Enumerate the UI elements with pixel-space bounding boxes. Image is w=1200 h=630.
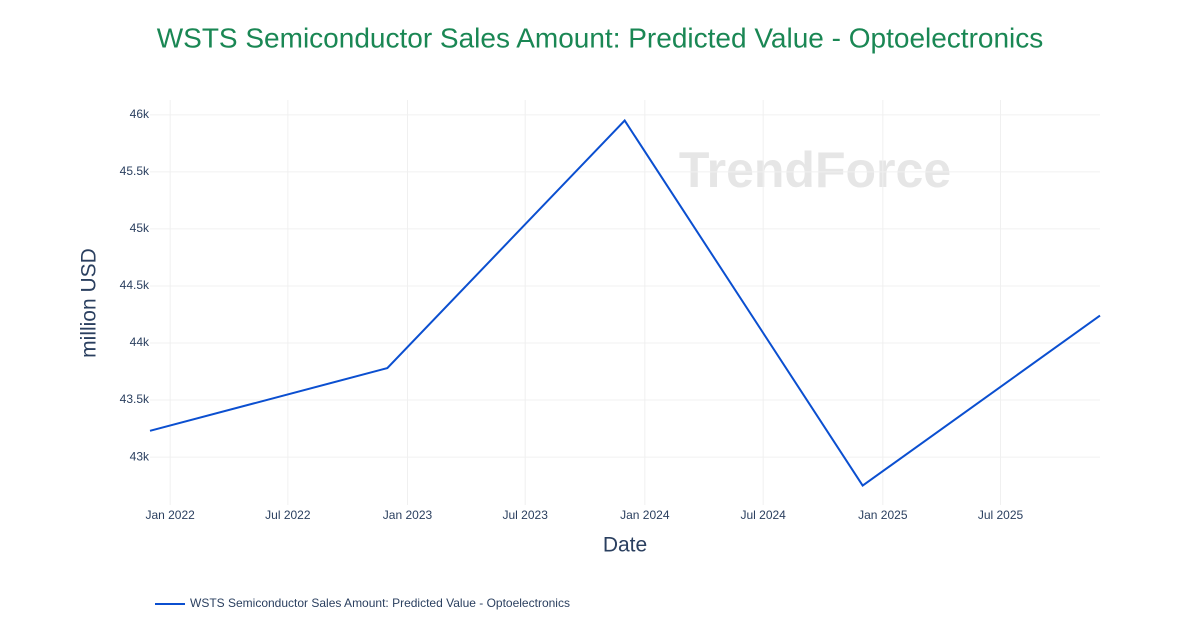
- y-tick-label: 45.5k: [120, 164, 150, 178]
- x-tick-label: Jul 2022: [265, 508, 311, 522]
- watermark: TrendForce: [679, 142, 951, 198]
- x-tick-label: Jan 2022: [145, 508, 195, 522]
- x-tick-label: Jan 2025: [858, 508, 908, 522]
- legend-label: WSTS Semiconductor Sales Amount: Predict…: [190, 596, 570, 610]
- line: [149, 118, 1101, 488]
- y-tick-label: 44.5k: [120, 278, 150, 292]
- x-tick-label: Jul 2024: [740, 508, 786, 522]
- y-tick-label: 43.5k: [120, 392, 150, 406]
- y-tick-label: 43k: [130, 449, 150, 463]
- y-tick-label: 46k: [130, 107, 150, 121]
- x-tick-label: Jul 2025: [978, 508, 1024, 522]
- x-tick-label: Jan 2023: [383, 508, 433, 522]
- x-axis-title: Date: [603, 534, 647, 557]
- x-tick-label: Jan 2024: [620, 508, 670, 522]
- y-axis-title: million USD: [78, 248, 101, 358]
- chart-title: WSTS Semiconductor Sales Amount: Predict…: [157, 22, 1044, 53]
- y-tick-label: 45k: [130, 221, 150, 235]
- y-tick-label: 44k: [130, 335, 150, 349]
- x-tick-label: Jul 2023: [503, 508, 549, 522]
